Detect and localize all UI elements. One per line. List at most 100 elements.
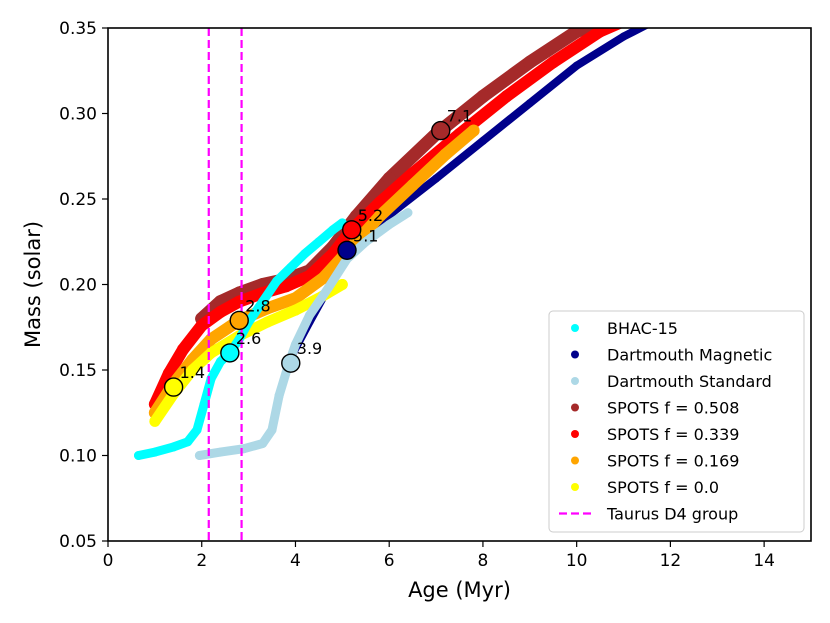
age-marker	[337, 240, 357, 261]
data-point-spots-f-0-339	[177, 343, 189, 356]
data-point-spots-f-0-0	[205, 347, 217, 359]
marker-layer: 1.42.62.83.95.15.27.1	[163, 107, 472, 397]
age-marker-label: 7.1	[447, 107, 472, 126]
data-point-bhac-15	[314, 237, 324, 247]
data-point-dartmouth-standard	[216, 447, 225, 457]
y-tick-label: 0.10	[59, 447, 97, 467]
x-tick-label: 14	[753, 551, 775, 571]
legend-swatch	[571, 377, 579, 385]
data-point-spots-f-0-169	[205, 333, 218, 346]
age-marker-label: 2.8	[245, 296, 270, 315]
x-axis-title: Age (Myr)	[408, 578, 511, 602]
data-point-dartmouth-magnetic	[619, 32, 628, 41]
age-marker-label: 1.4	[180, 363, 205, 382]
data-point-spots-f-0-339	[547, 56, 560, 69]
x-tick-label: 4	[290, 551, 301, 571]
data-point-dartmouth-standard	[267, 425, 277, 435]
data-point-bhac-15	[183, 437, 193, 447]
age-marker-label: 2.6	[236, 329, 261, 348]
data-point-bhac-15	[199, 399, 209, 409]
data-point-bhac-15	[169, 442, 179, 452]
x-tick-label: 0	[103, 551, 114, 571]
data-point-spots-f-0-339	[280, 280, 293, 293]
legend-box	[548, 310, 805, 533]
age-marker	[281, 353, 301, 373]
age-marker	[163, 377, 184, 397]
y-tick-label: 0.25	[59, 190, 97, 210]
x-tick-label: 2	[196, 551, 207, 571]
data-point-dartmouth-standard	[194, 451, 204, 460]
legend-label: Taurus D4 group	[606, 505, 738, 524]
data-point-spots-f-0-508	[570, 28, 584, 38]
data-point-dartmouth-standard	[305, 310, 314, 320]
data-point-spots-f-0-339	[195, 319, 208, 332]
data-point-bhac-15	[134, 451, 143, 460]
data-point-spots-f-0-169	[406, 179, 419, 192]
data-point-spots-f-0-169	[467, 124, 480, 137]
data-point-spots-f-0-169	[317, 271, 330, 284]
legend-swatch	[571, 483, 579, 491]
data-point-bhac-15	[258, 297, 268, 307]
data-point-spots-f-0-0	[261, 316, 273, 328]
y-tick-label: 0.30	[59, 105, 97, 125]
data-point-dartmouth-standard	[361, 237, 371, 247]
data-point-spots-f-0-339	[233, 295, 246, 308]
legend-label: BHAC-15	[607, 319, 678, 338]
y-tick-label: 0.20	[59, 276, 97, 296]
y-axis-title: Mass (solar)	[21, 221, 45, 348]
data-point-dartmouth-standard	[258, 439, 268, 448]
y-axis: 0.05 0.10 0.15 0.20 0.25 0.30 0.35	[59, 19, 108, 552]
x-tick-label: 8	[478, 551, 489, 571]
age-marker	[431, 120, 451, 141]
legend-swatch	[571, 403, 579, 412]
x-axis: 0 2 4 6 8 10 12 14	[103, 541, 775, 571]
y-tick-label: 0.35	[59, 19, 97, 39]
data-point-bhac-15	[300, 249, 310, 259]
legend: BHAC-15 Dartmouth Magnetic Dartmouth Stand…	[548, 310, 805, 533]
data-point-spots-f-0-0	[149, 415, 161, 427]
data-point-spots-f-0-0	[290, 304, 301, 316]
data-point-bhac-15	[150, 447, 160, 457]
age-marker	[220, 343, 240, 363]
x-tick-label: 6	[384, 551, 395, 571]
data-point-spots-f-0-508	[382, 172, 396, 185]
data-point-dartmouth-standard	[323, 283, 333, 293]
data-point-dartmouth-magnetic	[525, 99, 534, 108]
data-point-dartmouth-magnetic	[572, 61, 581, 70]
data-point-spots-f-0-508	[523, 55, 537, 69]
legend-label: SPOTS f = 0.339	[607, 425, 739, 444]
data-point-dartmouth-standard	[291, 339, 300, 349]
data-point-dartmouth-standard	[274, 391, 284, 401]
data-point-bhac-15	[192, 425, 202, 435]
data-point-spots-f-0-339	[594, 28, 607, 38]
legend-label: Dartmouth Standard	[607, 372, 772, 391]
age-marker-label: 5.2	[358, 206, 383, 225]
data-point-dartmouth-standard	[403, 208, 413, 218]
data-point-spots-f-0-0	[336, 279, 348, 290]
data-point-dartmouth-standard	[384, 220, 394, 230]
y-tick-label: 0.15	[59, 361, 97, 381]
age-marker	[342, 220, 362, 240]
data-point-spots-f-0-0	[186, 364, 198, 376]
legend-label: SPOTS f = 0.0	[607, 478, 719, 497]
vline-layer	[207, 28, 243, 541]
legend-swatch	[571, 350, 579, 359]
data-point-bhac-15	[286, 262, 296, 272]
data-point-spots-f-0-169	[439, 148, 452, 161]
data-point-dartmouth-magnetic	[432, 174, 441, 183]
data-point-spots-f-0-339	[500, 90, 513, 103]
y-tick-label: 0.05	[59, 532, 97, 552]
data-point-spots-f-0-339	[214, 305, 227, 318]
x-tick-label: 10	[566, 551, 588, 571]
age-marker-label: 3.9	[297, 339, 322, 358]
legend-label: SPOTS f = 0.508	[607, 399, 739, 418]
age-marker	[229, 310, 249, 331]
data-point-spots-f-0-169	[373, 210, 386, 223]
legend-label: Dartmouth Magnetic	[607, 346, 772, 365]
legend-swatch	[571, 324, 579, 332]
data-point-spots-f-0-508	[476, 89, 490, 103]
data-point-dartmouth-magnetic	[478, 136, 487, 145]
data-point-bhac-15	[328, 225, 338, 235]
legend-swatch	[571, 456, 579, 465]
x-tick-label: 12	[660, 551, 682, 571]
